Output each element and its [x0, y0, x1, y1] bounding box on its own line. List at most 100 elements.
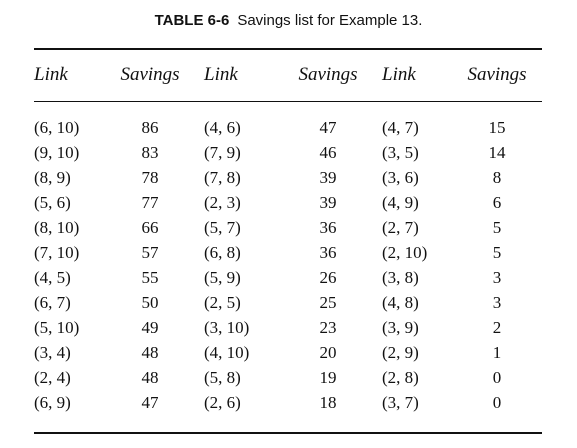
link-cell: (5, 8) [204, 367, 241, 387]
link-cell: (5, 6) [34, 192, 71, 212]
link-cell: (7, 8) [204, 167, 241, 187]
header-savings-1: Savings [120, 64, 180, 85]
savings-cell: 0 [492, 392, 502, 412]
link-cell: (7, 9) [204, 142, 241, 162]
table-row: (5, 10) 49 (3, 10) 23 (3, 9) 2 [34, 315, 542, 340]
link-cell: (8, 9) [34, 167, 71, 187]
link-cell: (6, 10) [34, 117, 80, 137]
table-row: (8, 9) 78 (7, 8) 39 (3, 6) 8 [34, 165, 542, 190]
link-cell: (2, 9) [382, 342, 419, 362]
savings-cell: 77 [141, 192, 159, 212]
top-rule [34, 48, 542, 50]
savings-cell: 20 [319, 342, 337, 362]
savings-cell: 47 [319, 117, 337, 137]
table-row: (9, 10) 83 (7, 9) 46 (3, 5) 14 [34, 140, 542, 165]
link-cell: (5, 10) [34, 317, 80, 337]
table-body: (6, 10) 86 (4, 6) 47 (4, 7) 15 (9, 10) 83 (7, 9)… [34, 115, 542, 415]
link-cell: (5, 7) [204, 217, 241, 237]
table-row: (5, 6) 77 (2, 3) 39 (4, 9) 6 [34, 190, 542, 215]
link-cell: (2, 4) [34, 367, 71, 387]
link-cell: (3, 4) [34, 342, 71, 362]
savings-cell: 26 [319, 267, 337, 287]
savings-cell: 50 [141, 292, 159, 312]
link-cell: (6, 9) [34, 392, 71, 412]
link-cell: (3, 5) [382, 142, 419, 162]
savings-cell: 23 [319, 317, 337, 337]
savings-cell: 49 [141, 317, 159, 337]
savings-cell: 36 [319, 217, 337, 237]
link-cell: (3, 6) [382, 167, 419, 187]
link-cell: (3, 10) [204, 317, 250, 337]
savings-cell: 5 [492, 217, 502, 237]
link-cell: (2, 6) [204, 392, 241, 412]
table-number: TABLE 6-6 [154, 12, 230, 29]
link-cell: (7, 10) [34, 242, 80, 262]
link-cell: (2, 10) [382, 242, 428, 262]
savings-cell: 47 [141, 392, 159, 412]
savings-cell: 18 [319, 392, 337, 412]
savings-cell: 48 [141, 342, 159, 362]
header-link-3: Link [382, 64, 416, 85]
savings-cell: 15 [488, 117, 506, 137]
table-row: (7, 10) 57 (6, 8) 36 (2, 10) 5 [34, 240, 542, 265]
link-cell: (2, 3) [204, 192, 241, 212]
header-savings-2: Savings [298, 64, 358, 85]
link-cell: (3, 8) [382, 267, 419, 287]
savings-cell: 2 [492, 317, 502, 337]
table-row: (8, 10) 66 (5, 7) 36 (2, 7) 5 [34, 215, 542, 240]
savings-cell: 0 [492, 367, 502, 387]
link-cell: (4, 9) [382, 192, 419, 212]
link-cell: (2, 5) [204, 292, 241, 312]
table-row: (2, 4) 48 (5, 8) 19 (2, 8) 0 [34, 365, 542, 390]
table-title: Savings list for Example 13. [237, 12, 423, 29]
table-row: (3, 4) 48 (4, 10) 20 (2, 9) 1 [34, 340, 542, 365]
link-cell: (3, 7) [382, 392, 419, 412]
savings-cell: 66 [141, 217, 159, 237]
link-cell: (4, 10) [204, 342, 250, 362]
savings-cell: 48 [141, 367, 159, 387]
savings-cell: 83 [141, 142, 159, 162]
bottom-rule [34, 432, 542, 434]
table-header: Link Savings Link Savings Link Savings [34, 60, 542, 90]
savings-table: (6, 10) 86 (4, 6) 47 (4, 7) 15 (9, 10) 83 (7, 9)… [34, 115, 542, 415]
link-cell: (4, 5) [34, 267, 71, 287]
header-row: Link Savings Link Savings Link Savings [34, 60, 542, 90]
link-cell: (2, 8) [382, 367, 419, 387]
link-cell: (4, 7) [382, 117, 419, 137]
savings-cell: 6 [492, 192, 502, 212]
table-caption: TABLE 6-6 Savings list for Example 13. [0, 12, 577, 29]
savings-cell: 46 [319, 142, 337, 162]
savings-cell: 8 [492, 167, 502, 187]
savings-cell: 57 [141, 242, 159, 262]
savings-cell: 86 [141, 117, 159, 137]
savings-cell: 1 [492, 342, 502, 362]
table-row: (6, 10) 86 (4, 6) 47 (4, 7) 15 [34, 115, 542, 140]
savings-cell: 39 [319, 167, 337, 187]
table-row: (6, 9) 47 (2, 6) 18 (3, 7) 0 [34, 390, 542, 415]
link-cell: (8, 10) [34, 217, 80, 237]
savings-cell: 36 [319, 242, 337, 262]
savings-cell: 3 [492, 292, 502, 312]
savings-cell: 14 [488, 142, 506, 162]
savings-cell: 25 [319, 292, 337, 312]
link-cell: (5, 9) [204, 267, 241, 287]
savings-cell: 39 [319, 192, 337, 212]
savings-cell: 19 [319, 367, 337, 387]
header-savings-3: Savings [467, 64, 527, 85]
link-cell: (4, 8) [382, 292, 419, 312]
savings-cell: 3 [492, 267, 502, 287]
link-cell: (3, 9) [382, 317, 419, 337]
header-rule [34, 101, 542, 102]
link-cell: (6, 8) [204, 242, 241, 262]
link-cell: (9, 10) [34, 142, 80, 162]
table-row: (6, 7) 50 (2, 5) 25 (4, 8) 3 [34, 290, 542, 315]
link-cell: (4, 6) [204, 117, 241, 137]
header-link-1: Link [34, 64, 68, 85]
savings-cell: 55 [141, 267, 159, 287]
link-cell: (2, 7) [382, 217, 419, 237]
link-cell: (6, 7) [34, 292, 71, 312]
table-row: (4, 5) 55 (5, 9) 26 (3, 8) 3 [34, 265, 542, 290]
savings-cell: 5 [492, 242, 502, 262]
savings-cell: 78 [141, 167, 159, 187]
header-link-2: Link [204, 64, 238, 85]
